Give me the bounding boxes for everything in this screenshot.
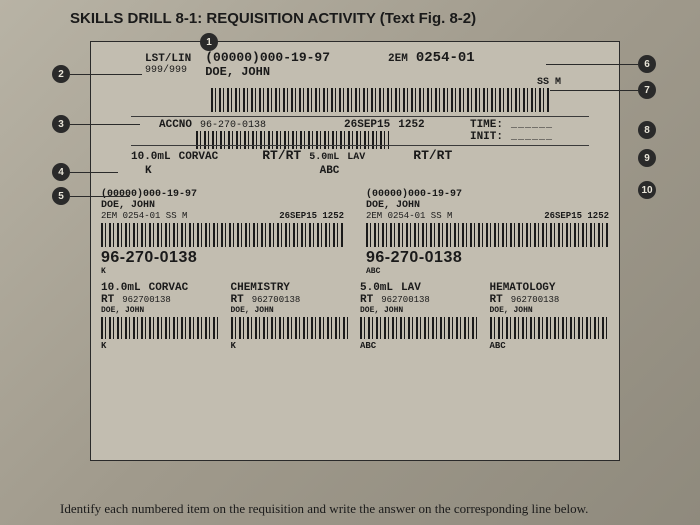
mid-right: (00000)000-19-97 DOE, JOHN 2EM 0254-01 S… bbox=[366, 189, 609, 276]
footer-instruction: Identify each numbered item on the requi… bbox=[60, 501, 660, 517]
lst-label: LST/LIN 999/999 bbox=[145, 53, 191, 76]
label3-barcode bbox=[360, 317, 480, 339]
coll-date: 26SEP15 bbox=[344, 119, 390, 131]
leader-3 bbox=[70, 124, 140, 125]
badge-2: 2 bbox=[52, 65, 70, 83]
ml-big: 96-270-0138 bbox=[101, 249, 344, 267]
leader-7 bbox=[550, 90, 638, 91]
mr-id: (00000)000-19-97 bbox=[366, 189, 609, 200]
patient-id: (00000)000-19-97 bbox=[205, 50, 330, 65]
mid-left: (00000)000-19-97 DOE, JOHN 2EM 0254-01 S… bbox=[101, 189, 344, 276]
tube-1: CORVAC bbox=[179, 151, 219, 163]
mr-big: 96-270-0138 bbox=[366, 249, 609, 267]
badge-6: 6 bbox=[638, 55, 656, 73]
leader-6 bbox=[546, 64, 638, 65]
barcode-top bbox=[211, 88, 549, 112]
divider-1 bbox=[131, 116, 589, 117]
badge-7: 7 bbox=[638, 81, 656, 99]
badge-3: 3 bbox=[52, 115, 70, 133]
label2-barcode bbox=[231, 317, 351, 339]
mr-barcode bbox=[366, 223, 609, 247]
label-1: 10.0mLCORVAC RT962700138 DOE, JOHN K bbox=[101, 282, 221, 351]
mr-line2: 2EM 0254-01 SS M bbox=[366, 211, 452, 221]
leader-5 bbox=[70, 196, 130, 197]
coll-time: 1252 bbox=[398, 119, 424, 131]
abc-label: ABC bbox=[320, 165, 340, 177]
k-label: K bbox=[145, 165, 152, 177]
label-4: HEMATOLOGY RT962700138 DOE, JOHN ABC bbox=[490, 282, 610, 351]
mr-abc: ABC bbox=[366, 267, 609, 276]
code-2em: 2EM bbox=[388, 53, 408, 65]
rtrt-2: RT/RT bbox=[413, 148, 452, 163]
label1-barcode bbox=[101, 317, 221, 339]
label-2: CHEMISTRY RT962700138 DOE, JOHN K bbox=[231, 282, 351, 351]
mr-name: DOE, JOHN bbox=[366, 200, 609, 211]
badge-4: 4 bbox=[52, 163, 70, 181]
time-label: TIME: bbox=[470, 119, 503, 131]
vol-2: 5.0mL bbox=[309, 152, 339, 163]
init-blank: ______ bbox=[511, 132, 553, 143]
top-block: LST/LIN 999/999 (00000)000-19-97 DOE, JO… bbox=[101, 50, 609, 177]
labels-row: 10.0mLCORVAC RT962700138 DOE, JOHN K CHE… bbox=[101, 282, 609, 351]
mid-section: (00000)000-19-97 DOE, JOHN 2EM 0254-01 S… bbox=[101, 189, 609, 276]
vol-1: 10.0mL bbox=[131, 151, 171, 163]
accno-label: ACCNO bbox=[159, 119, 192, 131]
requisition-form: LST/LIN 999/999 (00000)000-19-97 DOE, JO… bbox=[90, 41, 620, 461]
badge-5: 5 bbox=[52, 187, 70, 205]
ml-line2: 2EM 0254-01 SS M bbox=[101, 211, 187, 221]
rtrt-1: RT/RT bbox=[262, 148, 301, 163]
page: SKILLS DRILL 8-1: REQUISITION ACTIVITY (… bbox=[0, 0, 700, 525]
leader-4 bbox=[70, 172, 118, 173]
patient-name: DOE, JOHN bbox=[205, 65, 330, 79]
form-wrapper: 1 2 3 4 5 6 7 8 9 10 LST/LIN 999/999 bbox=[90, 41, 620, 461]
tube-2: LAV bbox=[347, 152, 365, 163]
label-3: 5.0mLLAV RT962700138 DOE, JOHN ABC bbox=[360, 282, 480, 351]
ml-barcode bbox=[101, 223, 344, 247]
badge-10: 10 bbox=[638, 181, 656, 199]
badge-1: 1 bbox=[200, 33, 218, 51]
divider-2 bbox=[131, 145, 589, 146]
badge-8: 8 bbox=[638, 121, 656, 139]
ml-dt: 26SEP15 1252 bbox=[279, 211, 344, 221]
ml-k: K bbox=[101, 267, 344, 276]
time-blank: ______ bbox=[511, 120, 553, 131]
mrn: 0254-01 bbox=[416, 50, 475, 66]
leader-2 bbox=[70, 74, 142, 75]
badge-9: 9 bbox=[638, 149, 656, 167]
accno-value: 96-270-0138 bbox=[200, 120, 266, 131]
init-label: INIT: bbox=[470, 131, 503, 143]
ss-m: SS M bbox=[537, 77, 561, 88]
ml-id: (00000)000-19-97 bbox=[101, 189, 344, 200]
mr-dt: 26SEP15 1252 bbox=[544, 211, 609, 221]
ml-name: DOE, JOHN bbox=[101, 200, 344, 211]
drill-title: SKILLS DRILL 8-1: REQUISITION ACTIVITY (… bbox=[70, 10, 650, 27]
label4-barcode bbox=[490, 317, 610, 339]
